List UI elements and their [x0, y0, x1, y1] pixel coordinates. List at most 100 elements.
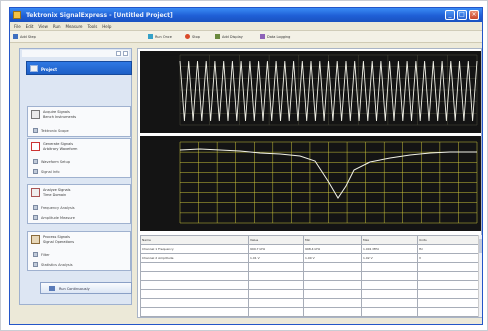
run-once-button[interactable]: Run Once	[148, 33, 172, 40]
column-header[interactable]: Max	[361, 235, 418, 245]
group-title: Process Signals	[43, 235, 70, 239]
warning-icon	[31, 142, 40, 151]
data-logging-button[interactable]: Data Logging	[260, 33, 290, 40]
table-row[interactable]	[140, 280, 478, 290]
sidebar-subitem-label: Waveform Setup	[41, 159, 71, 164]
group-subtitle: Signal Operations	[43, 240, 75, 244]
waveform-icon	[33, 159, 38, 164]
sidebar-subitem[interactable]: Filter	[33, 251, 50, 258]
analyze-icon	[31, 188, 40, 197]
table-cell	[140, 289, 249, 299]
menu-edit[interactable]: Edit	[25, 24, 34, 29]
table-row[interactable]	[140, 307, 478, 317]
add-display-button[interactable]: Add Display	[215, 33, 243, 40]
table-cell	[361, 289, 418, 299]
sidebar-subitem[interactable]: Signal Info	[33, 168, 60, 175]
table-row[interactable]: Channel 1 Frequency 999.7 kHz 998.4 kHz 1.0…	[140, 244, 478, 254]
stop-icon	[185, 34, 190, 39]
table-cell	[140, 298, 249, 308]
maximize-button[interactable]: □	[457, 10, 467, 20]
sidebar-subitem[interactable]: Frequency Analysis	[33, 204, 75, 211]
sidebar-subitem-label: Filter	[41, 252, 50, 257]
sidebar-item-project[interactable]: Project	[26, 61, 132, 75]
table-cell	[417, 289, 478, 299]
scrollbar-thumb[interactable]	[479, 239, 482, 253]
column-header[interactable]: Units	[417, 235, 478, 245]
table-cell	[417, 307, 478, 317]
table-cell	[417, 271, 478, 281]
menu-measure[interactable]: Measure	[65, 24, 83, 29]
close-button[interactable]: ×	[469, 10, 479, 20]
app-window: Tektronix SignalExpress - [Untitled Proj…	[9, 7, 483, 325]
table-header-row: Name Value Min Max Units	[140, 235, 478, 245]
table-cell: V	[417, 253, 478, 263]
run-once-label: Run Once	[155, 34, 172, 39]
table-cell	[140, 307, 249, 317]
menu-run[interactable]: Run	[52, 24, 61, 29]
column-header[interactable]: Name	[140, 235, 249, 245]
table-cell: 1.001 MHz	[361, 244, 418, 254]
main-workspace: Name Value Min Max Units Channel 1 Frequ…	[137, 48, 482, 318]
group-subtitle: Bench Instruments	[43, 115, 77, 119]
menu-file[interactable]: File	[14, 24, 21, 29]
menu-help[interactable]: Help	[102, 24, 112, 29]
title-bar[interactable]: Tektronix SignalExpress - [Untitled Proj…	[10, 8, 482, 22]
menu-tools[interactable]: Tools	[87, 24, 98, 29]
group-subtitle: Time Domain	[43, 193, 67, 197]
table-cell: 999.7 kHz	[248, 244, 304, 254]
table-row[interactable]	[140, 298, 478, 308]
add-step-label: Add Step	[20, 34, 36, 39]
table-row[interactable]	[140, 262, 478, 272]
sidebar-group-process[interactable]: Process Signals Signal Operations Filter…	[27, 231, 131, 271]
sidebar-pin-button[interactable]	[116, 51, 121, 56]
table-cell	[140, 280, 249, 290]
sidebar-subitem-label: Frequency Analysis	[41, 205, 75, 210]
column-header[interactable]: Min	[303, 235, 362, 245]
table-row[interactable]	[140, 289, 478, 299]
table-cell	[361, 262, 418, 272]
table-cell	[303, 298, 362, 308]
table-cell	[361, 298, 418, 308]
menu-view[interactable]: View	[38, 24, 48, 29]
sidebar-group-acquire[interactable]: Acquire Signals Bench Instruments Tektro…	[27, 106, 131, 137]
stop-button[interactable]: Stop	[185, 33, 200, 40]
table-cell	[140, 271, 249, 281]
table-cell	[417, 280, 478, 290]
sidebar-subitem[interactable]: Tektronix Scope	[33, 127, 69, 134]
table-cell	[303, 289, 362, 299]
waveform-trace	[179, 60, 478, 122]
sidebar-group-analyze[interactable]: Analyze Signals Time Domain Frequency An…	[27, 184, 131, 224]
run-continuously-label: Run Continuously	[59, 287, 90, 291]
sidebar-close-button[interactable]	[123, 51, 128, 56]
plot-grid	[179, 141, 478, 224]
table-cell: 1.01 V	[248, 253, 304, 263]
minimize-button[interactable]: _	[445, 10, 455, 20]
sidebar-item-project-label: Project	[41, 67, 58, 72]
table-cell	[417, 262, 478, 272]
table-cell	[248, 307, 304, 317]
sidebar-subitem[interactable]: Waveform Setup	[33, 158, 70, 165]
stop-label: Stop	[192, 34, 200, 39]
run-continuously-button[interactable]: Run Continuously	[40, 282, 132, 294]
table-cell	[417, 298, 478, 308]
sidebar-group-generate[interactable]: Generate Signals Arbitrary Waveform Wave…	[27, 138, 131, 178]
trend-plot	[179, 141, 478, 224]
table-cell	[248, 298, 304, 308]
filter-icon	[33, 252, 38, 257]
time-domain-display[interactable]	[140, 51, 481, 133]
table-cell	[303, 271, 362, 281]
table-cell	[361, 271, 418, 281]
process-icon	[31, 235, 40, 244]
table-cell: 998.4 kHz	[303, 244, 362, 254]
table-row[interactable]	[140, 271, 478, 281]
add-step-button[interactable]: Add Step	[13, 33, 36, 40]
column-header[interactable]: Value	[248, 235, 304, 245]
toolbar: Add Step Run Once Stop Add Display Data …	[10, 31, 482, 43]
sidebar-subitem[interactable]: Statistics Analysis	[33, 261, 73, 268]
table-scrollbar[interactable]	[478, 235, 482, 317]
trend-display[interactable]	[140, 136, 481, 231]
statistics-icon	[33, 262, 38, 267]
sidebar-subitem[interactable]: Amplitude Measure	[33, 214, 75, 221]
